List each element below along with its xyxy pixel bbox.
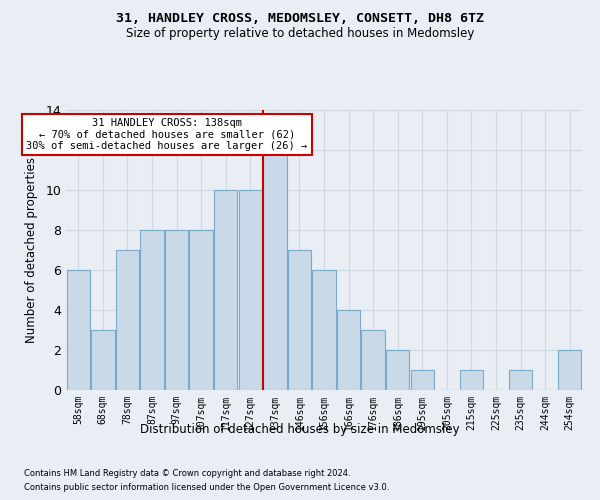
Text: Contains HM Land Registry data © Crown copyright and database right 2024.: Contains HM Land Registry data © Crown c… — [24, 468, 350, 477]
Bar — [288, 250, 311, 390]
Bar — [313, 270, 335, 390]
Bar — [361, 330, 385, 390]
Bar — [509, 370, 532, 390]
Bar — [116, 250, 139, 390]
Text: Contains public sector information licensed under the Open Government Licence v3: Contains public sector information licen… — [24, 484, 389, 492]
Bar — [410, 370, 434, 390]
Bar — [460, 370, 483, 390]
Bar — [91, 330, 115, 390]
Text: 31, HANDLEY CROSS, MEDOMSLEY, CONSETT, DH8 6TZ: 31, HANDLEY CROSS, MEDOMSLEY, CONSETT, D… — [116, 12, 484, 26]
Bar — [67, 270, 90, 390]
Bar — [214, 190, 238, 390]
Bar — [190, 230, 213, 390]
Bar — [239, 190, 262, 390]
Bar — [165, 230, 188, 390]
Bar — [558, 350, 581, 390]
Bar — [140, 230, 164, 390]
Text: Size of property relative to detached houses in Medomsley: Size of property relative to detached ho… — [126, 28, 474, 40]
Text: 31 HANDLEY CROSS: 138sqm
← 70% of detached houses are smaller (62)
30% of semi-d: 31 HANDLEY CROSS: 138sqm ← 70% of detach… — [26, 118, 307, 151]
Bar — [263, 150, 287, 390]
Bar — [337, 310, 360, 390]
Text: Distribution of detached houses by size in Medomsley: Distribution of detached houses by size … — [140, 422, 460, 436]
Y-axis label: Number of detached properties: Number of detached properties — [25, 157, 38, 343]
Bar — [386, 350, 409, 390]
